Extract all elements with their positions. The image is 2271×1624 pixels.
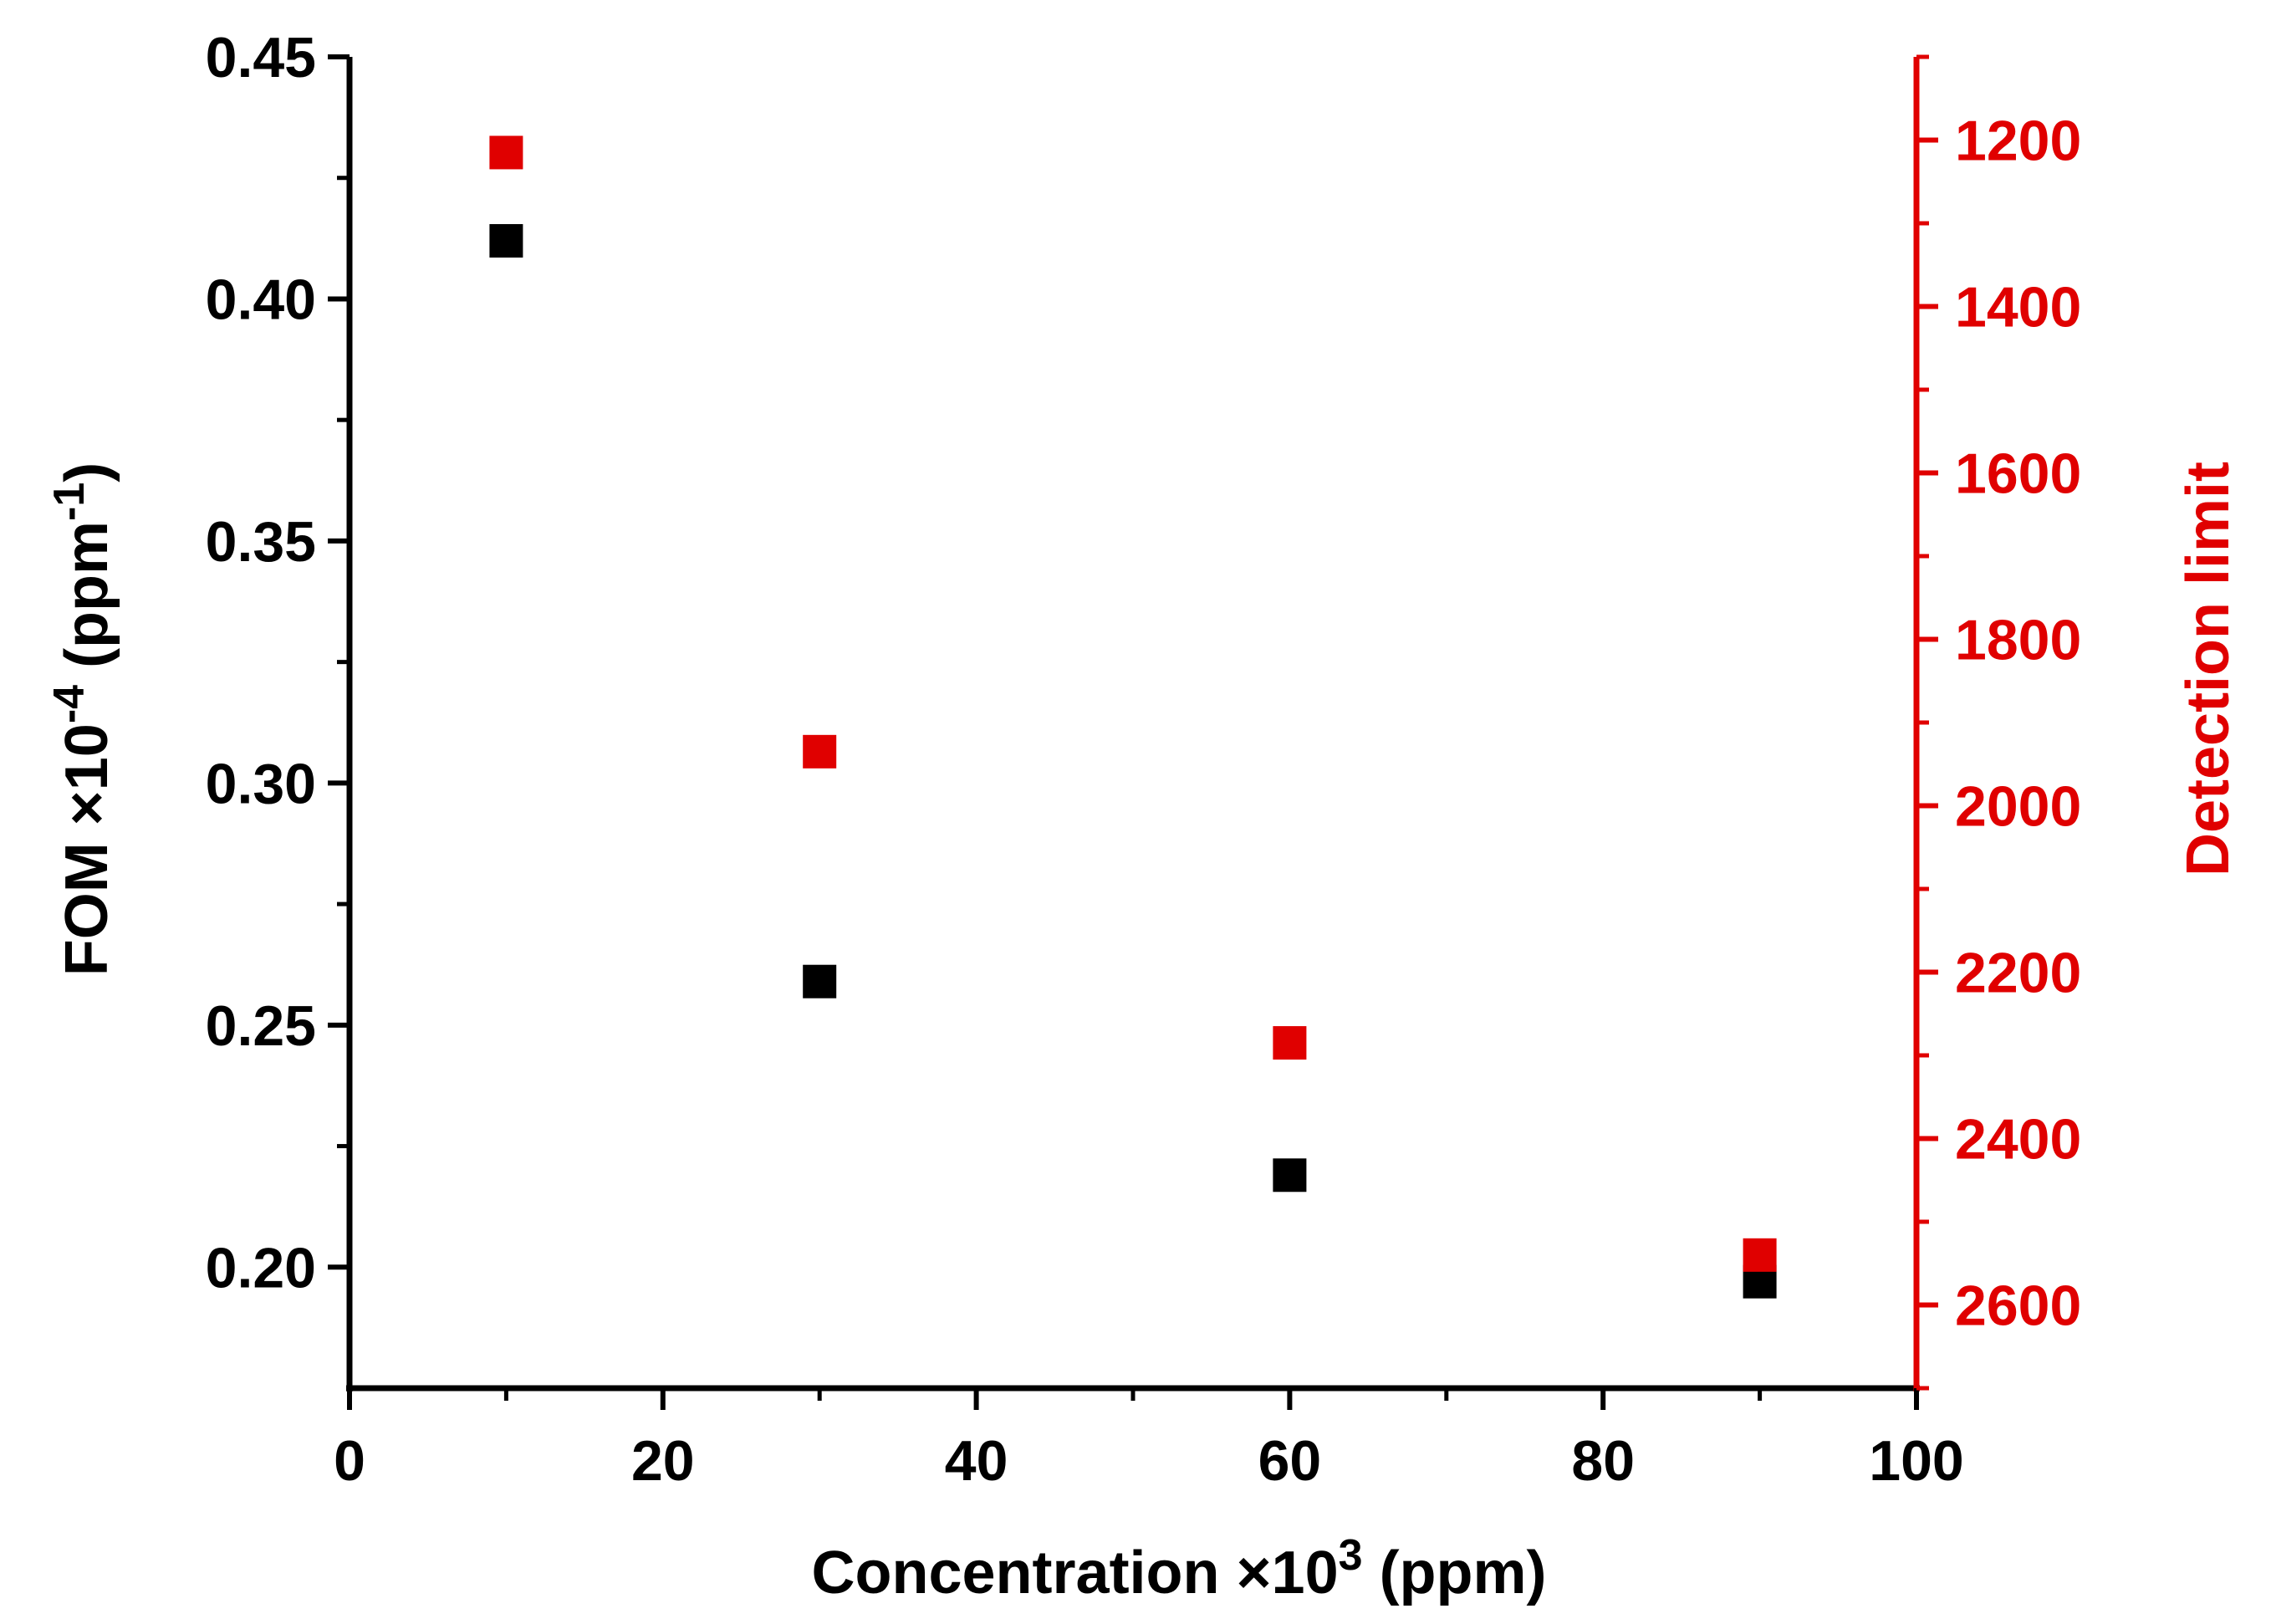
axes-layer: 0 20 40 60 80 100 0.20 0.25 0.30 0.35 0.40 0.45 1200… [206, 26, 2082, 1493]
fom-point [803, 964, 837, 998]
y-right-tick-label: 2000 [1955, 775, 2081, 839]
x-axis-title: Concentration ×103 (ppm) [812, 1531, 1547, 1606]
y-right-tick-label: 2600 [1955, 1274, 2081, 1338]
y-left-tick-label: 0.45 [206, 26, 316, 89]
fom-point [489, 223, 523, 258]
x-tick-label: 40 [945, 1429, 1008, 1493]
x-tick-label: 100 [1869, 1429, 1963, 1493]
x-tick-label: 20 [631, 1429, 695, 1493]
y-right-tick-label: 2400 [1955, 1108, 2081, 1172]
detection-limit-point [489, 135, 523, 170]
detection-limit-point [1743, 1238, 1777, 1272]
y-right-tick-label: 1800 [1955, 609, 2081, 672]
x-tick-label: 80 [1571, 1429, 1635, 1493]
detection-limit-point [803, 734, 837, 769]
y-left-axis-title: FOM ×10-4 (ppm-1) [45, 462, 120, 977]
y-right-axis-title: Detection limit [2175, 462, 2242, 876]
y-left-tick-label: 0.40 [206, 268, 316, 331]
y-left-tick-label: 0.20 [206, 1236, 316, 1300]
y-left-tick-label: 0.35 [206, 510, 316, 574]
y-left-tick-label: 0.30 [206, 752, 316, 815]
x-tick-label: 0 [334, 1429, 365, 1493]
y-left-tick-label: 0.25 [206, 994, 316, 1058]
x-tick-label: 60 [1258, 1429, 1322, 1493]
detection-limit-point [1273, 1026, 1307, 1060]
fom-point [1273, 1158, 1307, 1192]
y-right-tick-label: 2200 [1955, 942, 2081, 1005]
y-right-tick-label: 1400 [1955, 276, 2081, 340]
data-points-layer [489, 135, 1777, 1299]
y-right-tick-label: 1600 [1955, 442, 2081, 506]
y-right-tick-label: 1200 [1955, 110, 2081, 173]
